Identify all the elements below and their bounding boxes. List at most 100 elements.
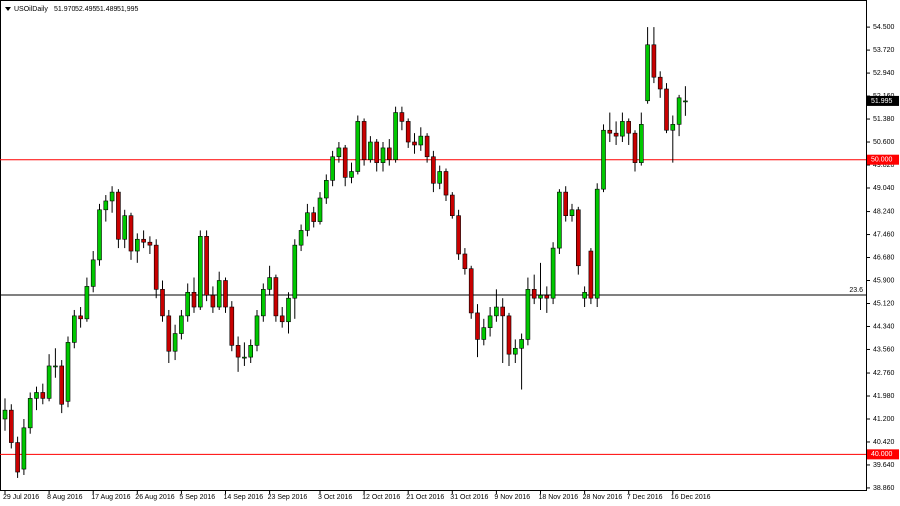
candle-body [185,291,190,317]
candle-body [412,141,417,146]
candle-body [670,124,676,131]
ohlc-open: 51.970 [54,6,76,13]
candle-body [418,135,424,146]
candle-body [292,244,298,299]
y-tick-label: 49.820 [873,162,895,169]
x-tick-label: 14 Sep 2016 [224,494,264,501]
candle-body [437,171,443,184]
candle-body [683,100,688,103]
candle-body [21,427,27,470]
candle-body [626,121,632,134]
candle-body [368,141,373,160]
candle-body [405,121,411,143]
x-tick-label: 31 Oct 2016 [450,494,488,501]
candle-body [500,306,506,317]
x-tick-label: 8 Aug 2016 [47,494,83,501]
ohlc-high: 52.495 [75,6,97,13]
candle-body [34,392,39,399]
candle-body [103,200,109,211]
x-tick-label: 3 Oct 2016 [318,494,352,501]
y-tick-label: 51.380 [873,116,895,123]
candle-body [46,365,52,399]
y-tick-label: 48.240 [873,208,895,215]
candle-body [386,147,392,160]
candle-body [59,365,65,405]
y-tick-label: 41.200 [873,416,895,423]
candle-body [78,315,83,320]
candle-body [27,398,33,429]
candle-body [260,289,266,317]
y-tick-label: 53.720 [873,47,895,54]
candle-body [563,191,569,216]
candle-body [588,250,594,299]
candle-body [116,191,121,240]
x-tick-label: 17 Aug 2016 [91,494,130,501]
candle-body [286,297,291,323]
x-tick-label: 28 Nov 2016 [583,494,623,501]
candle-body [235,345,241,358]
candle-body [128,215,134,252]
x-tick-label: 7 Dec 2016 [627,494,663,501]
candle-body [210,294,216,308]
candle-body [53,365,58,368]
header-arrow [5,7,11,11]
y-tick-label: 45.900 [873,277,895,284]
candle-body [620,121,625,137]
candle-body [506,315,512,355]
candle-body [664,88,669,131]
ohlc-close: 51,995 [117,6,139,13]
candle-body [97,209,102,261]
candle-body [40,392,46,399]
candle-body [254,315,260,346]
candle-body [374,141,380,163]
x-tick-label: 23 Sep 2016 [268,494,308,501]
level-label-box [867,154,899,165]
y-tick-label: 41.980 [873,393,895,400]
candle-body [456,215,461,255]
candle-body [550,247,556,299]
candle-body [475,312,480,340]
current-price-box [867,95,899,106]
y-tick-label: 40.420 [873,439,895,446]
candle-body [147,241,153,246]
y-tick-label: 43.560 [873,346,895,353]
candle-body [135,238,140,252]
x-tick-label: 5 Sep 2016 [179,494,215,501]
candle-body [72,315,77,343]
candle-body [84,286,90,320]
candle-body [449,194,455,216]
candle-body [2,409,8,420]
ohlc-low: 51.489 [96,6,118,13]
y-tick-label: 42.760 [873,370,895,377]
y-tick-label: 50.600 [873,139,895,146]
candle-body [223,280,228,308]
candle-body [141,238,146,243]
candle-body [468,268,474,314]
candle-body [607,129,613,134]
candle-body [645,44,650,102]
y-tick-label: 39.640 [873,462,895,469]
candle-body [172,333,178,352]
candle-body [15,442,20,473]
y-tick-label: 46.680 [873,254,895,261]
candle-body [330,156,335,181]
level-label-box [867,449,899,460]
candle-body [166,315,172,352]
level-label: 50.000 [871,157,893,164]
candle-body [380,147,386,163]
plot-frame [0,0,867,491]
candle-body [638,124,644,163]
candle-body [544,294,550,299]
candle-body [267,277,272,290]
candle-body [90,259,96,287]
level-label: 23.6 [849,287,863,294]
candle-body [632,132,638,163]
candle-body [512,347,518,355]
candle-body [569,209,575,216]
level-label: 40.000 [871,451,893,458]
y-tick-label: 45.120 [873,300,895,307]
x-tick-label: 16 Dec 2016 [671,494,711,501]
